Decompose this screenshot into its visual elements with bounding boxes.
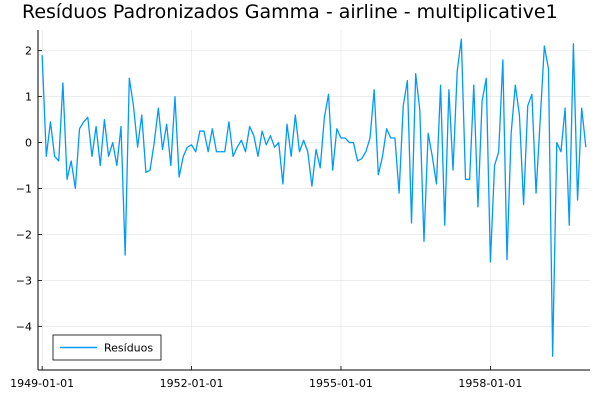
x-tick-label: 1952-01-01 [160,377,224,390]
series [41,38,587,357]
y-tick-label: 1 [25,91,32,104]
x-tick-label: 1955-01-01 [309,377,373,390]
legend-label: Resíduos [104,342,153,355]
y-tick-label: 0 [25,137,32,150]
chart-title: Resíduos Padronizados Gamma - airline - … [22,1,558,23]
y-tick-label: −2 [16,228,32,241]
legend: Resíduos [52,334,162,361]
x-tick-label: 1958-01-01 [458,377,522,390]
y-tick-label: 2 [25,45,32,58]
grid [38,30,590,370]
y-tick-label: −1 [16,183,32,196]
series-line-residuos [41,38,587,357]
tick-labels: 2 1 0 −1 −2 −3 −4 1949-01-01 1952-01-01 1955-01-0… [10,45,522,390]
axes [37,30,590,371]
y-tick-label: −3 [16,274,32,287]
x-tick-label: 1949-01-01 [10,377,74,390]
y-tick-label: −4 [16,320,32,333]
